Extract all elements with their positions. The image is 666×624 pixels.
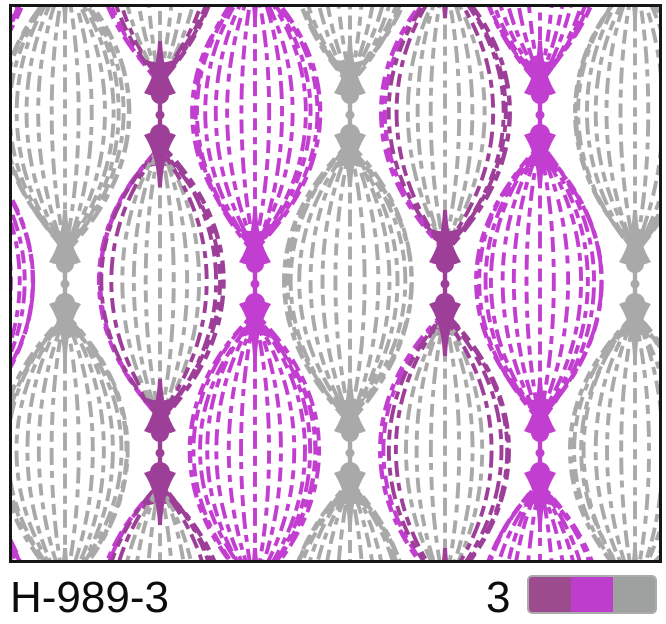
colorway-number: 3 xyxy=(486,573,511,622)
swatch-magenta xyxy=(571,577,613,612)
pattern-svg xyxy=(12,7,659,560)
pattern-frame xyxy=(9,4,662,563)
swatch-plum xyxy=(529,577,571,612)
swatch-bar xyxy=(527,575,657,614)
pattern-code-label: H-989-3 xyxy=(10,573,169,622)
swatch-gray xyxy=(613,577,655,612)
